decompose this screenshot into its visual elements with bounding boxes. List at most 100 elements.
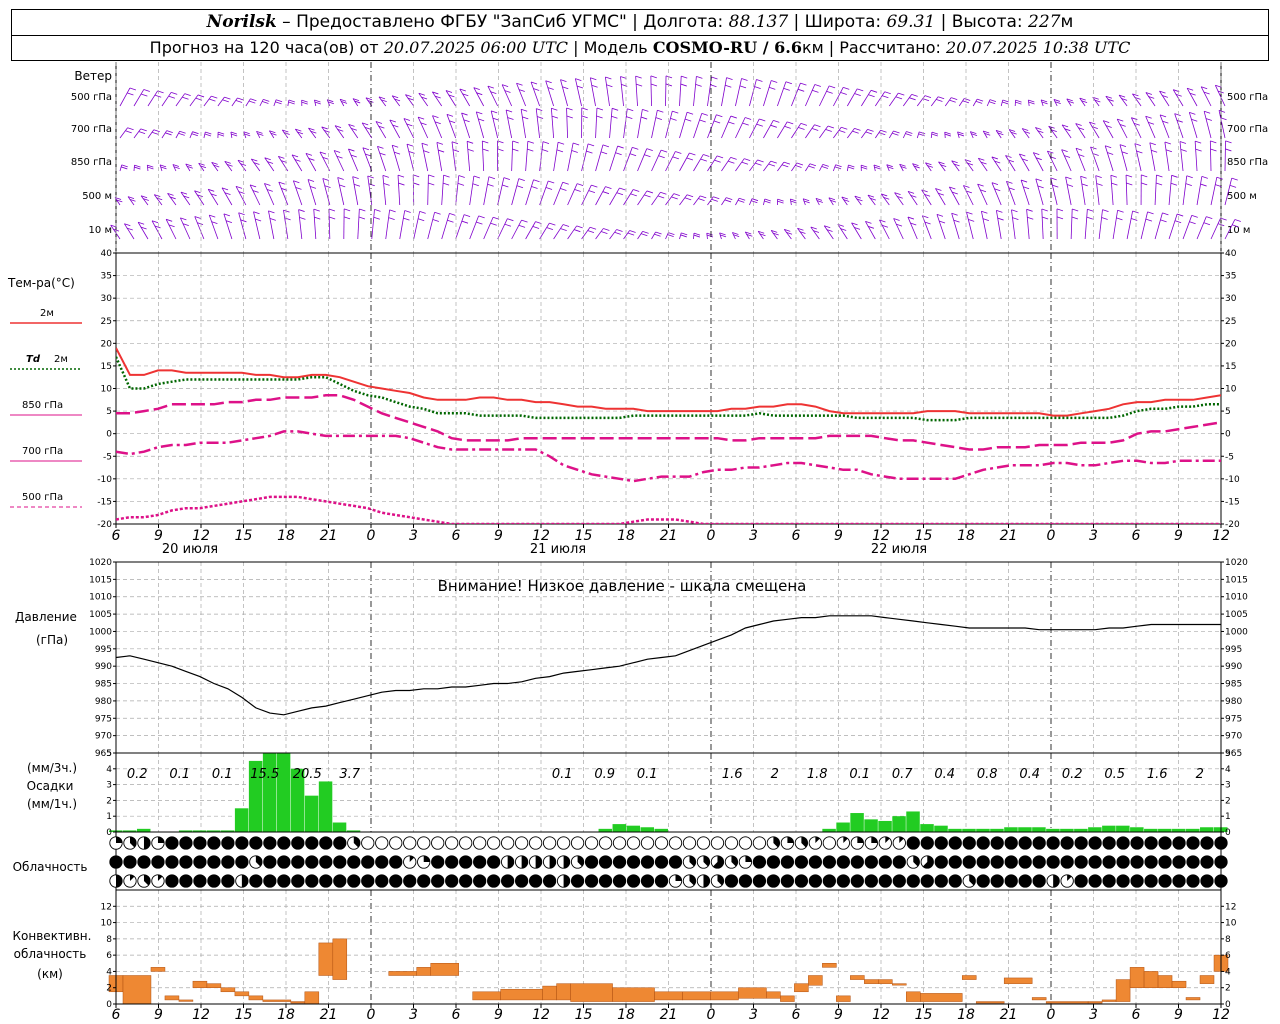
wind-barb-flag	[660, 191, 667, 195]
convective-cloud-bar	[430, 963, 459, 976]
wind-barb-shaft	[391, 95, 401, 107]
wind-barb-shaft	[481, 140, 485, 172]
wind-barb-flag	[826, 91, 833, 94]
wind-barb-shaft	[951, 213, 960, 240]
wind-barb-flag	[403, 118, 411, 121]
wind-barb-flag	[211, 162, 218, 165]
altitude-label: | Высота:	[935, 12, 1029, 32]
wind-barb-flag	[630, 193, 637, 197]
wind-barb-shaft	[665, 232, 669, 240]
cloud-symbol-fill	[1074, 874, 1088, 888]
cloud-symbol-fill	[165, 836, 179, 850]
wind-barb-shaft	[249, 184, 261, 206]
wind-barb-shaft	[445, 90, 457, 107]
y-tick-label: 35	[101, 272, 112, 282]
wind-barb-flag	[870, 89, 878, 93]
wind-barb-flag	[224, 192, 231, 196]
cloud-symbol-fill	[823, 874, 836, 888]
cloud-symbol-fill	[521, 855, 528, 869]
y-tick-label-right: 1020	[1225, 558, 1248, 568]
cloud-symbol-fill	[249, 874, 263, 888]
convective-cloud-bar	[836, 995, 851, 1002]
wind-barb-flag	[1056, 208, 1064, 212]
wind-barb-flag	[182, 96, 189, 100]
wind-barb-shaft	[1203, 111, 1212, 139]
wind-barb-shaft	[957, 131, 960, 139]
wind-barb-flag	[1105, 95, 1112, 99]
wind-barb-shaft	[165, 219, 177, 240]
wind-barb-shaft	[1210, 217, 1221, 240]
wind-barb-flag	[352, 176, 359, 180]
wind-barb-flag	[926, 164, 934, 168]
wind-barb-shaft	[1200, 86, 1212, 107]
wind-barb-flag	[755, 162, 762, 166]
wind-barb-shaft	[1145, 116, 1156, 139]
wind-barb-shaft	[777, 161, 785, 172]
wind-barb-flag	[1050, 129, 1057, 133]
cloud-symbol-fill	[291, 855, 305, 869]
cloud-symbol-fill	[1172, 855, 1186, 869]
wind-barb-flag	[1063, 155, 1071, 158]
wind-barb-shaft	[253, 211, 261, 240]
wind-barb-flag	[350, 127, 357, 131]
wind-barb-flag	[269, 218, 276, 221]
precip-3h-total: 2	[1196, 767, 1204, 782]
cloud-symbol-fill	[249, 836, 263, 850]
wind-barb-flag	[1066, 184, 1074, 187]
precipitation-bar	[304, 795, 319, 832]
wind-barb-shaft	[307, 179, 317, 206]
wind-barb-shaft	[539, 222, 550, 240]
wind-barb-flag	[1080, 100, 1088, 103]
wind-barb-flag	[447, 219, 454, 223]
wind-barb-flag	[1066, 98, 1073, 102]
wind-barb-shaft	[403, 118, 415, 139]
convective-cloud-bar	[612, 987, 655, 1002]
wind-barb-flag	[445, 90, 453, 93]
cloud-symbol	[724, 836, 739, 850]
cloud-symbol-fill	[235, 855, 249, 869]
x-tick-label: 18	[957, 1007, 975, 1023]
wind-barb-flag	[367, 175, 374, 179]
x-tick-label: 6	[1132, 528, 1141, 544]
convective-cloud-bar	[318, 942, 334, 976]
wind-barb-shaft	[1168, 175, 1173, 206]
wind-barb-shaft	[899, 164, 904, 172]
cloud-symbol-fill	[221, 855, 235, 869]
wind-barb-flag	[548, 180, 555, 184]
wind-barb-flag	[867, 194, 875, 198]
cloud-symbol-fill	[767, 855, 780, 869]
wind-barb-shaft	[277, 156, 289, 172]
wind-barb-flag	[413, 174, 420, 178]
wind-barb-flag	[512, 140, 519, 144]
wind-barb-shaft	[427, 212, 435, 240]
wind-barb-flag	[293, 180, 300, 184]
x-tick-label: 6	[1132, 1007, 1141, 1023]
cloud-symbol-fill	[116, 874, 123, 888]
wind-barb-flag	[383, 182, 390, 186]
cloud-symbol-fill	[507, 855, 514, 869]
wind-barb-shaft	[604, 76, 610, 107]
wind-barb-shaft	[269, 130, 275, 139]
convective-cloud-bar	[710, 991, 739, 1001]
wind-barb-shaft	[133, 89, 145, 107]
wind-barb-flag	[121, 166, 128, 170]
wind-barb-shaft	[650, 75, 652, 107]
wind-barb-flag	[198, 162, 205, 166]
cloud-symbol-fill	[703, 874, 710, 888]
x-tick-label: 18	[957, 528, 975, 544]
wind-barb-flag	[221, 187, 229, 191]
wind-barb-flag	[406, 143, 414, 147]
precipitation-bar	[1172, 828, 1186, 832]
precipitation-bar	[290, 768, 305, 832]
wind-barb-flag	[772, 232, 779, 236]
wind-barb-flag	[840, 92, 847, 95]
cloud-symbol-fill	[347, 855, 360, 869]
wind-barb-flag	[1095, 175, 1102, 179]
wind-barb-flag	[828, 85, 836, 89]
cloud-symbol-fill	[1214, 874, 1228, 888]
wind-barb-flag	[134, 166, 141, 170]
model-unit: км	[801, 38, 824, 57]
cloud-symbol-fill	[571, 874, 584, 888]
x-tick-label: 0	[707, 528, 716, 544]
